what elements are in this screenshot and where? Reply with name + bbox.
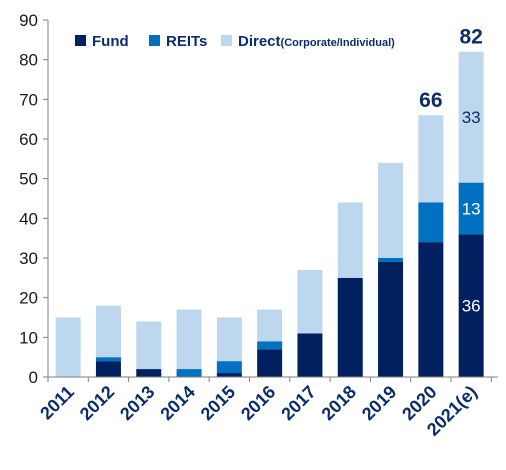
legend-swatch-direct [221, 35, 232, 46]
legend-swatch-reits [149, 35, 160, 46]
y-tick-label: 90 [19, 11, 38, 30]
bar-direct-2018 [337, 202, 363, 278]
bar-direct-2011 [55, 317, 81, 377]
x-tick-label: 2011 [36, 382, 78, 424]
bar-direct-2020 [418, 115, 444, 203]
y-tick-label: 50 [19, 170, 38, 189]
segment-label-reits: 13 [462, 199, 481, 218]
bar-reits-2015 [216, 361, 242, 374]
y-tick-label: 0 [29, 368, 38, 387]
bar-reits-2016 [257, 341, 283, 350]
bar-direct-2019 [378, 162, 404, 258]
bar-direct-2012 [95, 305, 121, 358]
bar-reits-2021(e) [458, 182, 484, 235]
bar-fund-2017 [297, 333, 323, 377]
bar-reits-2012 [95, 357, 121, 362]
data-labels: 66 82 36 13 33 [419, 26, 483, 316]
bar-direct-2016 [257, 309, 283, 342]
bar-direct-2014 [176, 309, 202, 370]
bar-direct-2021(e) [458, 51, 484, 183]
x-tick-label: 2016 [237, 382, 279, 424]
x-tick-label: 2019 [358, 382, 400, 424]
y-tick-label: 60 [19, 130, 38, 149]
bar-fund-2020 [418, 242, 444, 377]
bar-reits-2020 [418, 202, 444, 243]
y-tick-label: 10 [19, 328, 38, 347]
y-tick-label: 70 [19, 90, 38, 109]
bar-direct-2015 [216, 317, 242, 362]
bar-direct-2013 [136, 321, 162, 370]
bar-reits-2014 [176, 369, 202, 377]
x-tick-label: 2012 [76, 382, 118, 424]
legend-label-suffix: (Corporate/Individual) [281, 37, 396, 49]
x-axis: 2011201220132014201520162017201820192020… [36, 376, 498, 440]
legend-swatch-fund [75, 35, 86, 46]
x-tick-label: 2018 [318, 382, 360, 424]
bar-fund-2012 [95, 361, 121, 377]
bar-fund-2019 [378, 261, 404, 377]
bar-fund-2015 [216, 373, 242, 377]
legend-label-fund: Fund [92, 33, 129, 50]
segment-label-fund: 36 [462, 297, 481, 316]
x-tick-label: 2014 [156, 382, 198, 424]
y-tick-label: 20 [19, 289, 38, 308]
y-tick-label: 80 [19, 51, 38, 70]
bar-fund-2016 [257, 349, 283, 377]
bar-fund-2018 [337, 277, 363, 377]
y-axis: 0 10 20 30 40 50 60 70 80 90 [19, 11, 49, 387]
total-label-2020: 66 [419, 89, 442, 112]
total-label-2021(e): 82 [459, 26, 482, 49]
bar-direct-2017 [297, 269, 323, 334]
legend: Fund REITs Direct(Corporate/Individual) [75, 33, 395, 50]
bar-fund-2013 [136, 369, 162, 377]
bar-fund-2021(e) [458, 234, 484, 377]
segment-label-direct: 33 [462, 108, 481, 127]
y-tick-label: 40 [19, 209, 38, 228]
legend-label-direct: Direct(Corporate/Individual) [238, 33, 395, 50]
x-tick-label: 2013 [116, 382, 158, 424]
bar-area [55, 51, 484, 377]
x-tick-label: 2015 [197, 382, 239, 424]
y-tick-label: 30 [19, 249, 38, 268]
x-tick-label: 2017 [277, 382, 319, 424]
legend-label-reits: REITs [166, 33, 207, 50]
bar-reits-2019 [378, 258, 404, 262]
